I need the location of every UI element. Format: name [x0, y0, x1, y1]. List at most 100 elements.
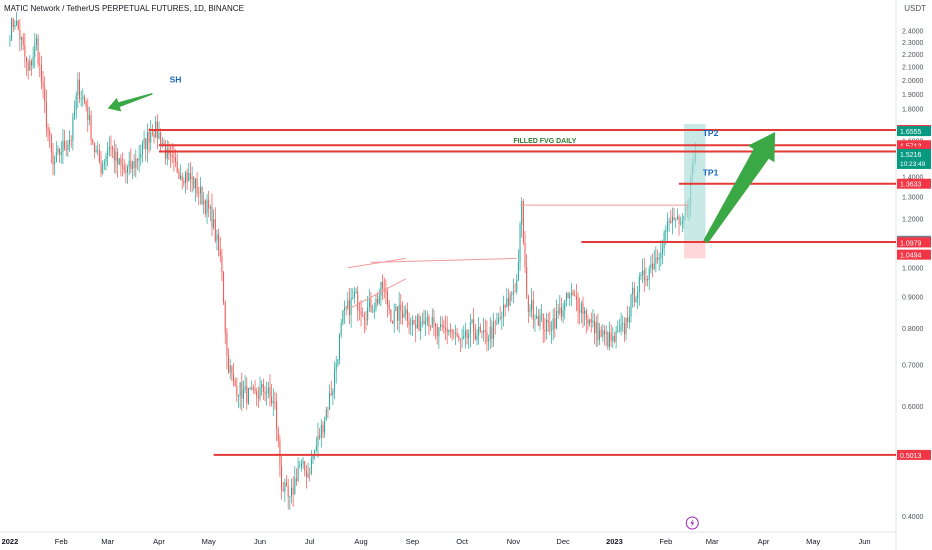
- x-tick-label: Jul: [305, 537, 315, 546]
- candle-body: [312, 455, 314, 459]
- candle-body: [112, 147, 114, 150]
- candle-body: [607, 332, 609, 347]
- candle-body: [522, 201, 524, 243]
- candle-body: [334, 370, 336, 390]
- candle-body: [125, 170, 127, 173]
- candle-body: [443, 326, 445, 329]
- candle-body: [276, 401, 278, 429]
- x-tick-label: Aug: [354, 537, 367, 546]
- candle-body: [27, 61, 29, 71]
- candle-body: [557, 311, 559, 314]
- candle-body: [117, 151, 119, 165]
- candle-body: [633, 287, 635, 302]
- candle-body: [98, 150, 100, 163]
- candle-body: [24, 44, 26, 57]
- candle-body: [392, 321, 394, 324]
- candle-body: [183, 180, 185, 184]
- candle-body: [562, 310, 564, 317]
- candle-body: [517, 261, 519, 280]
- candle-body: [355, 291, 357, 293]
- candle-body: [493, 321, 495, 339]
- candle-body: [565, 293, 567, 301]
- candle-body: [287, 486, 289, 497]
- candle-body: [92, 140, 94, 143]
- y-tick-label: 1.8000: [902, 106, 924, 113]
- candle-body: [408, 320, 410, 326]
- y-tick-label: 2.0000: [902, 78, 924, 85]
- candle-body: [531, 300, 533, 310]
- candle-body: [143, 138, 145, 144]
- price-label: [897, 126, 931, 137]
- candle-body: [501, 316, 503, 318]
- candle-body: [146, 132, 148, 150]
- candle-body: [433, 317, 435, 324]
- stop-zone: [684, 240, 706, 259]
- candle-body: [489, 327, 491, 340]
- candle-body: [213, 219, 215, 228]
- target-zone: [684, 123, 706, 241]
- candle-body: [488, 339, 490, 342]
- candle-body: [367, 307, 369, 320]
- candle-body: [246, 386, 248, 404]
- candle-body: [623, 323, 625, 335]
- candle-body: [131, 161, 133, 170]
- candle-body: [191, 176, 193, 180]
- candle-body: [595, 322, 597, 334]
- candle-body: [59, 148, 61, 155]
- candle-body: [502, 305, 504, 317]
- candle-body: [340, 323, 342, 336]
- x-tick-label: Sep: [406, 537, 419, 546]
- candle-body: [547, 319, 549, 323]
- candle-body: [373, 309, 375, 313]
- candle-body: [594, 320, 596, 334]
- candle-body: [466, 330, 468, 339]
- candle-body: [113, 149, 115, 161]
- candle-body: [524, 242, 526, 268]
- candle-body: [100, 162, 102, 174]
- candle-body: [133, 161, 135, 169]
- candle-body: [469, 322, 471, 335]
- candle-body: [322, 425, 324, 433]
- candle-body: [171, 155, 173, 157]
- annotation-label: TP2: [703, 128, 719, 138]
- candle-body: [483, 330, 485, 333]
- candle-body: [670, 220, 672, 223]
- candle-body: [75, 94, 77, 111]
- candle-body: [87, 106, 89, 121]
- candle-body: [22, 37, 24, 45]
- candle-body: [534, 318, 536, 320]
- candle-body: [420, 321, 422, 331]
- lightning-icon-glyph: [690, 519, 695, 527]
- candle-body: [555, 311, 557, 329]
- candle-body: [226, 332, 228, 356]
- candle-body: [613, 336, 615, 342]
- x-tick-label: 2023: [606, 537, 623, 546]
- candle-body: [17, 20, 19, 31]
- candle-body: [494, 321, 496, 323]
- candle-body: [390, 309, 392, 322]
- candle-body: [618, 329, 620, 331]
- candle-body: [511, 294, 513, 295]
- candle-body: [163, 142, 165, 146]
- candle-body: [315, 445, 317, 450]
- candle-body: [12, 18, 14, 28]
- candle-body: [339, 335, 341, 360]
- candle-body: [605, 332, 607, 335]
- candle-body: [239, 382, 241, 397]
- candle-body: [206, 199, 208, 214]
- candle-body: [327, 409, 329, 411]
- candle-body: [413, 319, 415, 325]
- candle-body: [19, 30, 21, 40]
- currency-label: USDT: [904, 4, 926, 13]
- candle-body: [627, 317, 629, 323]
- candle-body: [304, 461, 306, 471]
- candle-body: [630, 294, 632, 317]
- candle-body: [218, 234, 220, 251]
- candle-body: [332, 389, 334, 395]
- candle-body: [481, 331, 483, 333]
- candle-body: [95, 150, 97, 152]
- candle-body: [370, 299, 372, 313]
- candle-body: [148, 132, 150, 143]
- candle-body: [57, 148, 59, 153]
